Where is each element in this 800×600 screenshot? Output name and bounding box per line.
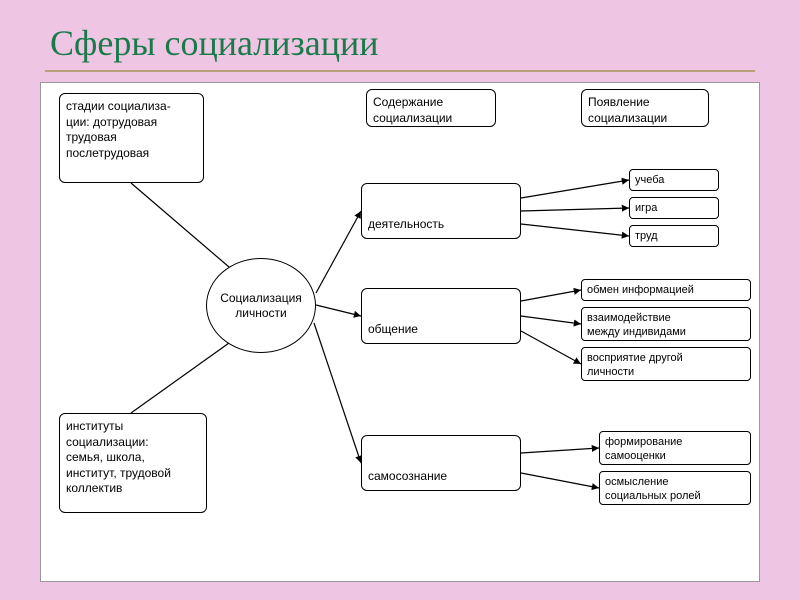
node-institutes: институтысоциализации:семья, школа,инсти… bbox=[59, 413, 207, 513]
node-content: Содержаниесоциализации bbox=[366, 89, 496, 127]
title-underline bbox=[45, 70, 755, 72]
node-perception: восприятие другойличности bbox=[581, 347, 751, 381]
node-selfawareness: самосознание bbox=[361, 435, 521, 491]
node-communication: общение bbox=[361, 288, 521, 344]
node-center-circle: Социализацияличности bbox=[206, 258, 316, 353]
node-study: учеба bbox=[629, 169, 719, 191]
diagram-canvas: стадии социализа-ции: дотрудоваятрудовая… bbox=[40, 82, 760, 582]
node-work: труд bbox=[629, 225, 719, 247]
node-selfesteem: формированиесамооценки bbox=[599, 431, 751, 465]
node-appearance: Появлениесоциализации bbox=[581, 89, 709, 127]
node-game: игра bbox=[629, 197, 719, 219]
node-roles: осмыслениесоциальных ролей bbox=[599, 471, 751, 505]
node-stages: стадии социализа-ции: дотрудоваятрудовая… bbox=[59, 93, 204, 183]
node-info-exchange: обмен информацией bbox=[581, 279, 751, 301]
node-activity: деятельность bbox=[361, 183, 521, 239]
slide-title: Сферы социализации bbox=[50, 22, 379, 64]
node-interaction: взаимодействиемежду индивидами bbox=[581, 307, 751, 341]
